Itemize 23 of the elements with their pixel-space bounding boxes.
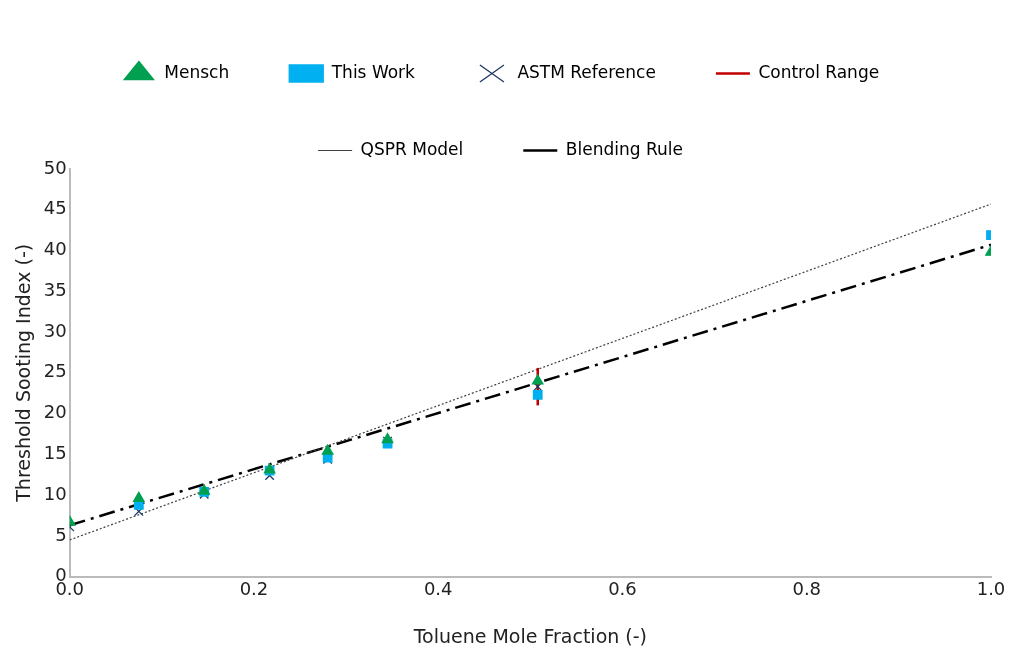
y-axis-title: Threshold Sooting Index (-) <box>12 243 35 503</box>
y-tick-label: 45 <box>43 197 67 219</box>
legend-label: Blending Rule <box>565 138 683 159</box>
x-tick-label: 0.4 <box>423 578 453 600</box>
y-tick-label: 30 <box>43 319 67 341</box>
y-tick-label: 40 <box>43 238 67 260</box>
legend-label: QSPR Model <box>360 138 464 159</box>
x-tick-label: 0.6 <box>608 578 637 600</box>
x-axis-title: Toluene Mole Fraction (-) <box>412 624 648 647</box>
y-tick-label: 15 <box>43 441 67 463</box>
legend-label: This Work <box>330 61 416 82</box>
y-tick-label: 10 <box>43 482 67 504</box>
x-tick-label: 0.2 <box>239 578 269 600</box>
x-tick-label: 1.0 <box>976 578 1006 600</box>
y-tick-label: 5 <box>55 523 67 545</box>
y-tick-label: 25 <box>43 360 67 382</box>
y-tick-label: 35 <box>43 278 67 300</box>
legend-label: Control Range <box>758 61 880 82</box>
legend-label: ASTM Reference <box>517 61 656 82</box>
y-tick-label: 50 <box>43 156 67 178</box>
y-tick-label: 20 <box>43 401 67 423</box>
legend-label: Mensch <box>164 61 230 82</box>
x-tick-label: 0.8 <box>792 578 822 600</box>
